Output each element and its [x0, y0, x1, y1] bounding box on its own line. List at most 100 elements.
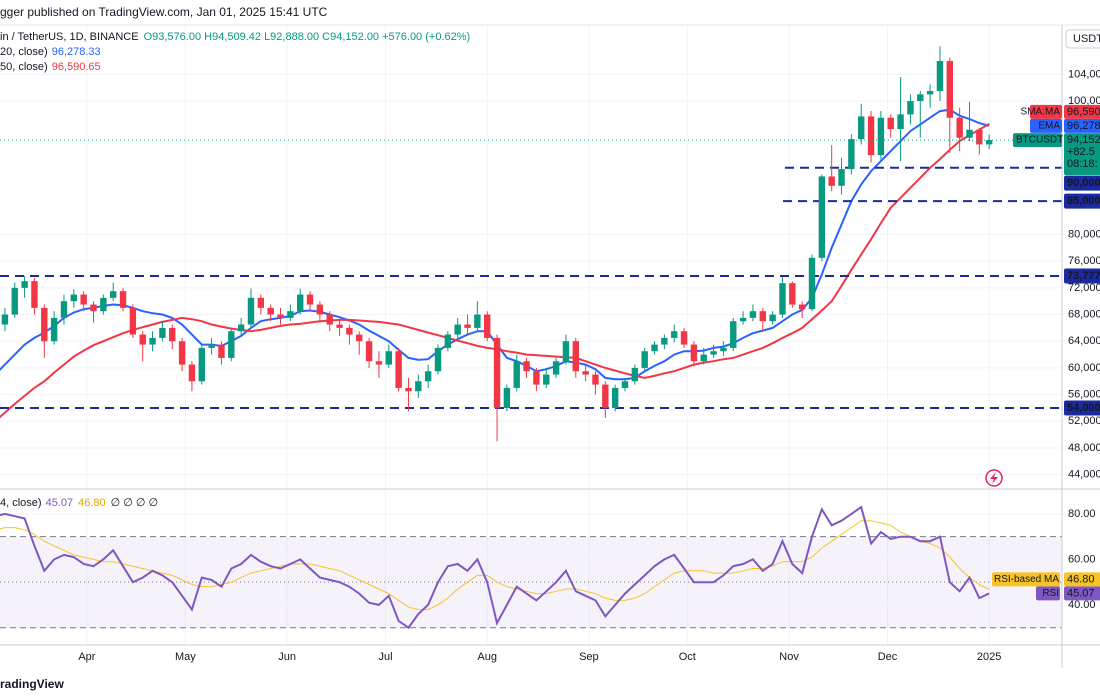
y-tick-label: 48,000	[1068, 442, 1100, 454]
ema-legend: 20, close) 96,278.33	[0, 46, 101, 58]
candle-body	[1, 314, 9, 325]
candle-body	[119, 291, 127, 308]
x-tick-label: Jun	[278, 651, 296, 663]
candle-body	[21, 281, 28, 288]
candle-body	[631, 367, 639, 382]
candle-body	[661, 337, 668, 345]
candle-body	[651, 344, 658, 352]
candle-body	[90, 304, 97, 312]
candle-body	[306, 294, 314, 305]
candle-body	[454, 324, 461, 335]
candle-body	[779, 283, 786, 315]
ma-name: EMA	[1038, 121, 1060, 132]
candle-body	[405, 387, 412, 392]
candle-body	[808, 257, 816, 310]
candle-body	[228, 331, 235, 358]
candle-body	[769, 314, 776, 322]
candle-body	[296, 294, 304, 312]
candle-body	[572, 341, 579, 372]
candle-body	[208, 344, 215, 348]
candle-body	[464, 324, 471, 328]
candle-body	[897, 114, 904, 130]
candle-body	[730, 321, 737, 348]
candle-body	[513, 361, 520, 388]
level-label-box	[1064, 193, 1100, 209]
y-tick-label: 44,000	[1068, 469, 1100, 481]
candle-body	[739, 317, 747, 322]
alert-icon-bolt	[990, 472, 998, 484]
sma-value: 96,590.65	[52, 61, 101, 73]
candle-body	[543, 374, 550, 385]
ema-params: 20, close)	[0, 46, 48, 58]
level-label: 85,000	[1067, 195, 1100, 207]
candle-body	[710, 351, 717, 355]
rsi-ma-value: 46.80	[78, 497, 106, 509]
candle-body	[867, 116, 875, 156]
candle-body	[434, 347, 442, 372]
rsi-band	[0, 536, 1062, 628]
candle-body	[247, 297, 255, 325]
candle-body	[474, 314, 481, 328]
y-tick-label: 76,000	[1068, 255, 1100, 267]
candle-body	[188, 364, 196, 382]
candle-body	[178, 341, 186, 365]
candle-body	[11, 287, 18, 315]
level-label: 73,777	[1067, 270, 1100, 282]
footer-brand: radingView	[0, 677, 64, 691]
candle-body	[917, 94, 924, 102]
price-pane	[0, 25, 1062, 488]
level-label-box	[1064, 400, 1100, 416]
candle-body	[149, 337, 156, 345]
candle-body	[415, 381, 422, 392]
candle-body	[385, 351, 392, 365]
candle-body	[611, 387, 619, 408]
y-tick-label: 52,000	[1068, 415, 1100, 427]
candle-body	[218, 344, 225, 358]
candle-body	[80, 294, 87, 305]
candle-body	[582, 371, 589, 375]
candle-body	[552, 361, 560, 375]
x-tick-label: Sep	[579, 651, 599, 663]
symbol: in / TetherUS, 1D, BINANCE	[0, 31, 139, 43]
last-extra: +82.5	[1067, 146, 1095, 158]
level-label-box	[1064, 175, 1100, 191]
candle-body	[966, 129, 973, 138]
candle-body	[395, 351, 402, 388]
y-tick-label: 60.00	[1068, 553, 1096, 565]
axes: Apr May Jun Jul Aug Sep Oct Nov Dec 2025 44,000 48,…	[78, 68, 1100, 663]
rsi-name-box	[992, 572, 1060, 587]
candle-body	[641, 351, 648, 368]
alert-icon[interactable]	[985, 469, 1003, 487]
y-tick-label: 56,000	[1068, 389, 1100, 401]
candle-body	[818, 176, 826, 258]
candle-body	[946, 61, 953, 118]
ema-value: 96,278.33	[52, 46, 101, 58]
y-tick-label: 72,000	[1068, 282, 1100, 294]
candle-body	[336, 324, 343, 328]
candle-body	[671, 331, 678, 338]
candle-body	[621, 381, 629, 388]
rsi-value: 45.07	[46, 497, 74, 509]
candle-body	[828, 176, 835, 186]
candle-body	[50, 317, 58, 342]
y-tick-label: 40.00	[1068, 599, 1096, 611]
candle-body	[926, 91, 934, 95]
sma-legend: 50, close) 96,590.65	[0, 61, 101, 73]
candle-body	[100, 297, 107, 312]
candle-body	[887, 117, 894, 130]
candle-body	[720, 347, 727, 352]
candle-body	[680, 331, 688, 345]
rsi-empty: ∅ ∅ ∅ ∅	[111, 497, 159, 509]
candle-body	[484, 314, 491, 338]
last-value: 94,152	[1067, 134, 1100, 146]
candle-body	[789, 283, 796, 305]
candle-body	[139, 334, 146, 345]
level-label: 54,000	[1067, 402, 1100, 414]
ma-value-box	[1064, 118, 1100, 133]
rsi-value-box	[1064, 586, 1100, 601]
candle-body	[602, 384, 609, 408]
candle-body	[316, 304, 324, 315]
currency-box[interactable]	[1065, 29, 1100, 49]
candle-body	[277, 314, 284, 318]
published-note: gger published on TradingView.com, Jan 0…	[0, 5, 328, 19]
